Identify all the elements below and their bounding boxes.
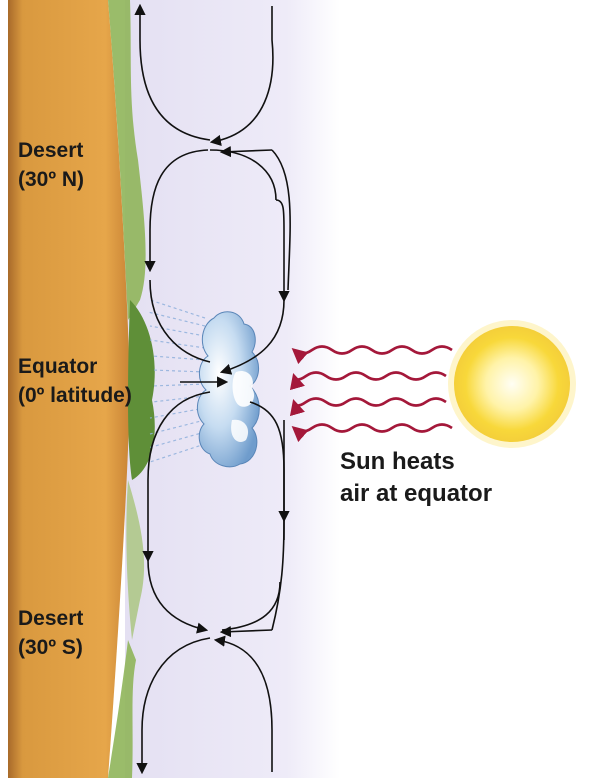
circulation-loop-top — [134, 3, 211, 141]
circulation-loop-bottom — [136, 637, 211, 775]
vegetation-edge — [108, 0, 155, 778]
desert-north-name: Desert — [18, 139, 84, 162]
heat-waves — [289, 345, 453, 443]
land-strip — [8, 0, 130, 778]
heat-wave-3 — [289, 397, 447, 417]
heat-wave-4 — [291, 423, 453, 443]
sun-caption-line2: air at equator — [340, 480, 493, 507]
equator-name: Equator — [18, 355, 98, 378]
desert-north-label: Desert (30º N) — [18, 136, 84, 194]
circulation-loop-north — [271, 149, 291, 291]
equator-label: Equator (0º latitude) — [18, 352, 132, 410]
heat-wave-2 — [289, 371, 447, 391]
sun-caption-line1: Sun heats — [340, 448, 455, 475]
heat-wave-1 — [291, 345, 453, 365]
rain-streaks — [147, 299, 206, 463]
circulation-loop-south — [142, 391, 211, 563]
rain-cloud-icon — [197, 311, 260, 468]
desert-north-latitude: (30º N) — [18, 168, 85, 191]
sun-caption: Sun heats air at equator — [340, 446, 492, 510]
circulation-cells — [134, 3, 291, 775]
desert-south-latitude: (30º S) — [18, 636, 83, 659]
desert-south-name: Desert — [18, 607, 84, 630]
equator-latitude: (0º latitude) — [18, 384, 132, 407]
sun-icon — [448, 320, 576, 448]
desert-south-label: Desert (30º S) — [18, 604, 83, 662]
